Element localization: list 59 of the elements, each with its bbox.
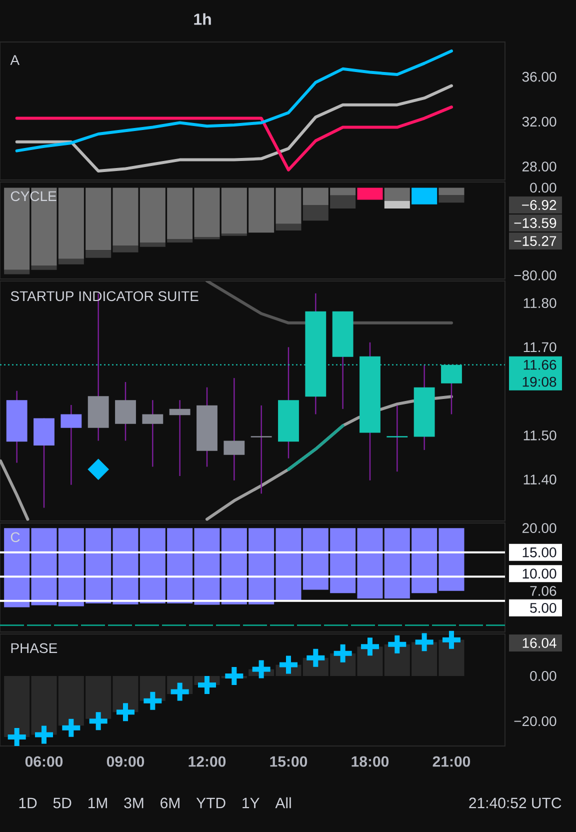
text: All xyxy=(275,797,291,808)
text: YTD xyxy=(196,798,226,808)
bar xyxy=(438,195,464,203)
x-tick-label: 21:00 xyxy=(432,756,470,767)
y-tick-label: 7.06 xyxy=(530,586,556,596)
text: 1M xyxy=(88,798,107,808)
ref-line-label: 15.00 xyxy=(522,547,556,558)
y-tick-label: 11.40 xyxy=(524,474,556,484)
bar xyxy=(438,188,464,196)
bar xyxy=(4,270,30,274)
bar xyxy=(384,188,410,201)
bar xyxy=(167,239,193,242)
y-tick-label: −20.00 xyxy=(514,716,556,726)
y-tick-label: 11.50 xyxy=(524,430,556,440)
x-tick-label: 09:00 xyxy=(106,756,144,767)
text: 5D xyxy=(53,798,72,808)
bar xyxy=(412,188,438,204)
candlestick xyxy=(224,377,245,482)
x-tick-label: 18:00 xyxy=(352,756,389,767)
text: A xyxy=(10,55,20,65)
text: 16.04 xyxy=(522,638,556,648)
ref-line-label: 11.66 xyxy=(524,360,556,370)
text: 19:08 xyxy=(522,376,556,387)
y-tick-label: −80.00 xyxy=(514,270,556,280)
text: 1D xyxy=(19,798,37,808)
candlestick xyxy=(115,381,136,442)
candlestick xyxy=(169,400,190,477)
x-tick-label: 12:00 xyxy=(188,756,226,767)
text: 6M xyxy=(160,798,180,808)
bar xyxy=(276,224,302,230)
y-tick-label: 11.80 xyxy=(524,298,556,308)
text: −15.27 xyxy=(514,236,556,246)
candlestick xyxy=(250,404,272,494)
text: 1Y xyxy=(242,798,260,808)
y-tick-label: 0.00 xyxy=(530,671,556,681)
y-tick-label: 11.70 xyxy=(524,342,556,352)
y-tick-label: 20.00 xyxy=(522,523,556,534)
bar xyxy=(357,188,383,200)
x-tick-label: 15:00 xyxy=(270,756,308,767)
y-tick-label: 32.00 xyxy=(522,116,556,127)
y-tick-label: 0.00 xyxy=(530,182,556,193)
text: −13.59 xyxy=(514,218,556,228)
candlestick xyxy=(386,404,408,472)
ref-line-label: 5.00 xyxy=(530,602,556,613)
bar xyxy=(58,258,84,264)
text: 1h xyxy=(194,13,211,25)
text: 3M xyxy=(124,798,144,808)
x-tick-label: 06:00 xyxy=(25,756,63,767)
y-tick-label: 28.00 xyxy=(522,162,556,172)
bar xyxy=(384,200,410,209)
bar xyxy=(31,266,57,270)
text: C xyxy=(10,532,20,542)
candlestick xyxy=(142,400,164,468)
text: PHASE xyxy=(11,643,58,654)
text: 21:40:52 UTC xyxy=(469,798,562,808)
text: −6.92 xyxy=(522,200,556,210)
ref-line-label: 10.00 xyxy=(522,568,556,579)
candlestick xyxy=(60,404,82,486)
y-tick-label: 36.00 xyxy=(522,72,556,82)
